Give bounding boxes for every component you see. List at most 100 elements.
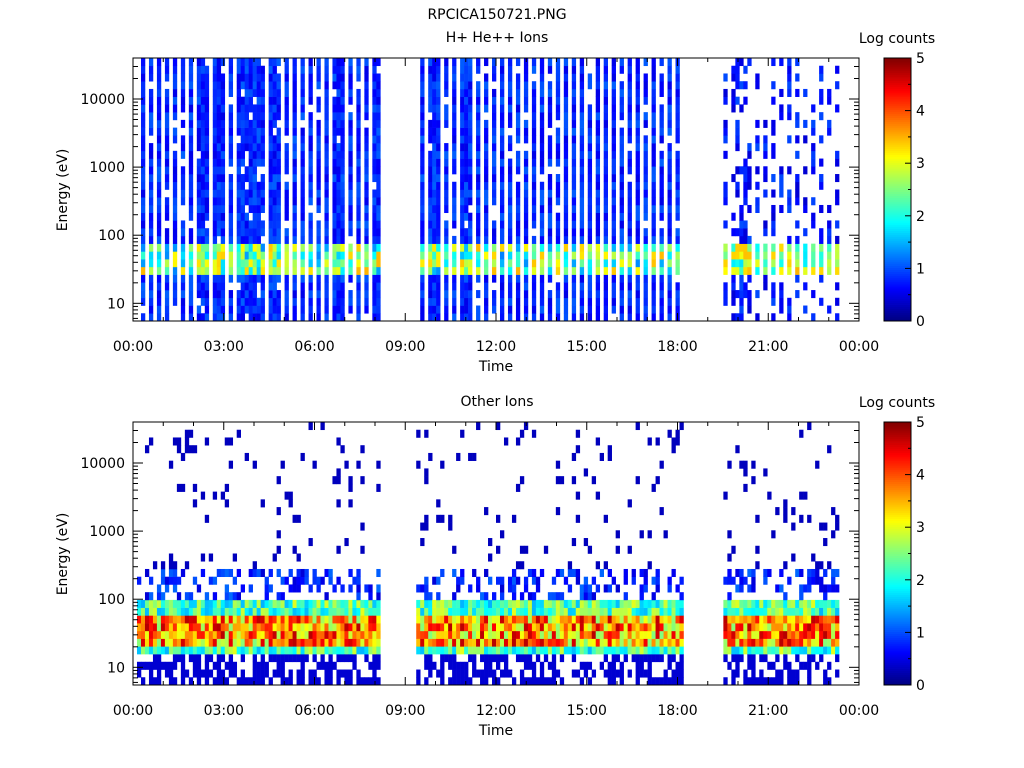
- spectrogram-cell: [216, 282, 222, 291]
- spectrogram-cell: [164, 251, 170, 260]
- spectrogram-cell: [484, 615, 489, 624]
- spectrogram-cell: [204, 181, 210, 190]
- spectrogram-cell: [376, 251, 381, 260]
- spectrogram-cell: [236, 677, 241, 686]
- spectrogram-cell: [595, 630, 601, 639]
- spectrogram-cell: [679, 615, 684, 624]
- spectrogram-cell: [747, 58, 752, 67]
- spectrogram-cell: [428, 235, 433, 244]
- spectrogram-cell: [468, 166, 473, 175]
- spectrogram-cell: [627, 599, 632, 608]
- spectrogram-cell: [308, 58, 313, 67]
- spectrogram-cell: [180, 305, 186, 314]
- spectrogram-cell: [372, 638, 377, 647]
- spectrogram-cell: [571, 174, 577, 183]
- spectrogram-cell: [755, 181, 760, 190]
- spectrogram-cell: [300, 58, 305, 67]
- spectrogram-cell: [460, 104, 465, 113]
- spectrogram-cell: [220, 251, 226, 260]
- spectrogram-cell: [456, 607, 461, 616]
- spectrogram-cell: [172, 181, 178, 190]
- spectrogram-cell: [823, 607, 828, 616]
- spectrogram-cell: [464, 174, 469, 183]
- spectrogram-cell: [328, 654, 333, 663]
- spectrogram-cell: [416, 677, 421, 686]
- spectrogram-cell: [276, 476, 281, 485]
- spectrogram-cell: [739, 282, 744, 291]
- spectrogram-cell: [515, 112, 521, 121]
- spectrogram-cell: [659, 112, 664, 121]
- spectrogram-cell: [735, 73, 740, 82]
- spectrogram-cell: [515, 166, 521, 175]
- spectrogram-cell: [352, 623, 357, 632]
- spectrogram-cell: [743, 468, 748, 477]
- spectrogram-cell: [204, 158, 210, 167]
- spectrogram-cell: [595, 104, 601, 113]
- spectrogram-cell: [519, 545, 525, 554]
- spectrogram-cell: [507, 615, 513, 624]
- spectrogram-cell: [328, 623, 333, 632]
- spectrogram-cell: [807, 661, 812, 670]
- spectrogram-cell: [200, 607, 206, 616]
- spectrogram-cell: [547, 251, 553, 260]
- spectrogram-cell: [376, 88, 381, 97]
- spectrogram-cell: [200, 150, 206, 159]
- spectrogram-cell: [140, 58, 146, 67]
- spectrogram-cell: [460, 607, 465, 616]
- x-tick-label: 18:00: [657, 703, 697, 719]
- spectrogram-cell: [751, 576, 756, 585]
- spectrogram-cell: [356, 313, 361, 322]
- spectrogram-cell: [336, 545, 341, 554]
- spectrogram-cell: [356, 305, 361, 314]
- spectrogram-cell: [372, 623, 377, 632]
- spectrogram-cell: [747, 251, 752, 260]
- spectrogram-cell: [372, 58, 377, 67]
- spectrogram-cell: [468, 158, 473, 167]
- spectrogram-cell: [212, 127, 218, 136]
- spectrogram-cell: [779, 297, 784, 306]
- spectrogram-cell: [356, 212, 361, 221]
- spectrogram-cell: [432, 112, 437, 121]
- spectrogram-cell: [819, 235, 824, 244]
- spectrogram-cell: [272, 305, 277, 314]
- spectrogram-cell: [563, 150, 569, 159]
- spectrogram-cell: [420, 646, 425, 655]
- colorbar-segment: [884, 168, 911, 172]
- spectrogram-cell: [152, 607, 158, 616]
- colorbar-segment: [884, 88, 911, 92]
- spectrogram-cell: [659, 135, 664, 144]
- spectrogram-cell: [180, 197, 186, 206]
- spectrogram-cell: [723, 259, 728, 268]
- spectrogram-cell: [651, 654, 656, 663]
- spectrogram-cell: [575, 568, 581, 578]
- spectrogram-cell: [531, 119, 537, 128]
- colorbar-segment: [884, 236, 911, 240]
- spectrogram-cell: [336, 104, 341, 113]
- spectrogram-cell: [164, 119, 170, 128]
- spectrogram-cell: [144, 592, 150, 601]
- spectrogram-cell: [220, 150, 226, 159]
- spectrogram-cell: [587, 677, 593, 686]
- spectrogram-cell: [835, 669, 840, 678]
- spectrogram-cell: [819, 623, 824, 632]
- spectrogram-cell: [204, 143, 210, 152]
- spectrogram-cell: [212, 305, 218, 314]
- spectrogram-cell: [324, 112, 329, 121]
- spectrogram-cell: [168, 561, 174, 570]
- spectrogram-cell: [452, 181, 457, 190]
- spectrogram-cell: [140, 274, 146, 283]
- spectrogram-cell: [232, 553, 238, 562]
- spectrogram-cell: [539, 623, 545, 632]
- spectrogram-cell: [539, 204, 545, 214]
- spectrogram-cell: [168, 607, 174, 616]
- spectrogram-cell: [771, 243, 776, 252]
- colorbar-segment: [884, 197, 911, 201]
- spectrogram-cell: [428, 452, 433, 461]
- spectrogram-cell: [735, 568, 740, 578]
- spectrogram-cell: [188, 127, 194, 136]
- spectrogram-cell: [276, 638, 281, 647]
- spectrogram-cell: [216, 73, 222, 82]
- spectrogram-cell: [340, 197, 345, 206]
- spectrogram-cell: [651, 58, 656, 67]
- spectrogram-cell: [200, 259, 206, 268]
